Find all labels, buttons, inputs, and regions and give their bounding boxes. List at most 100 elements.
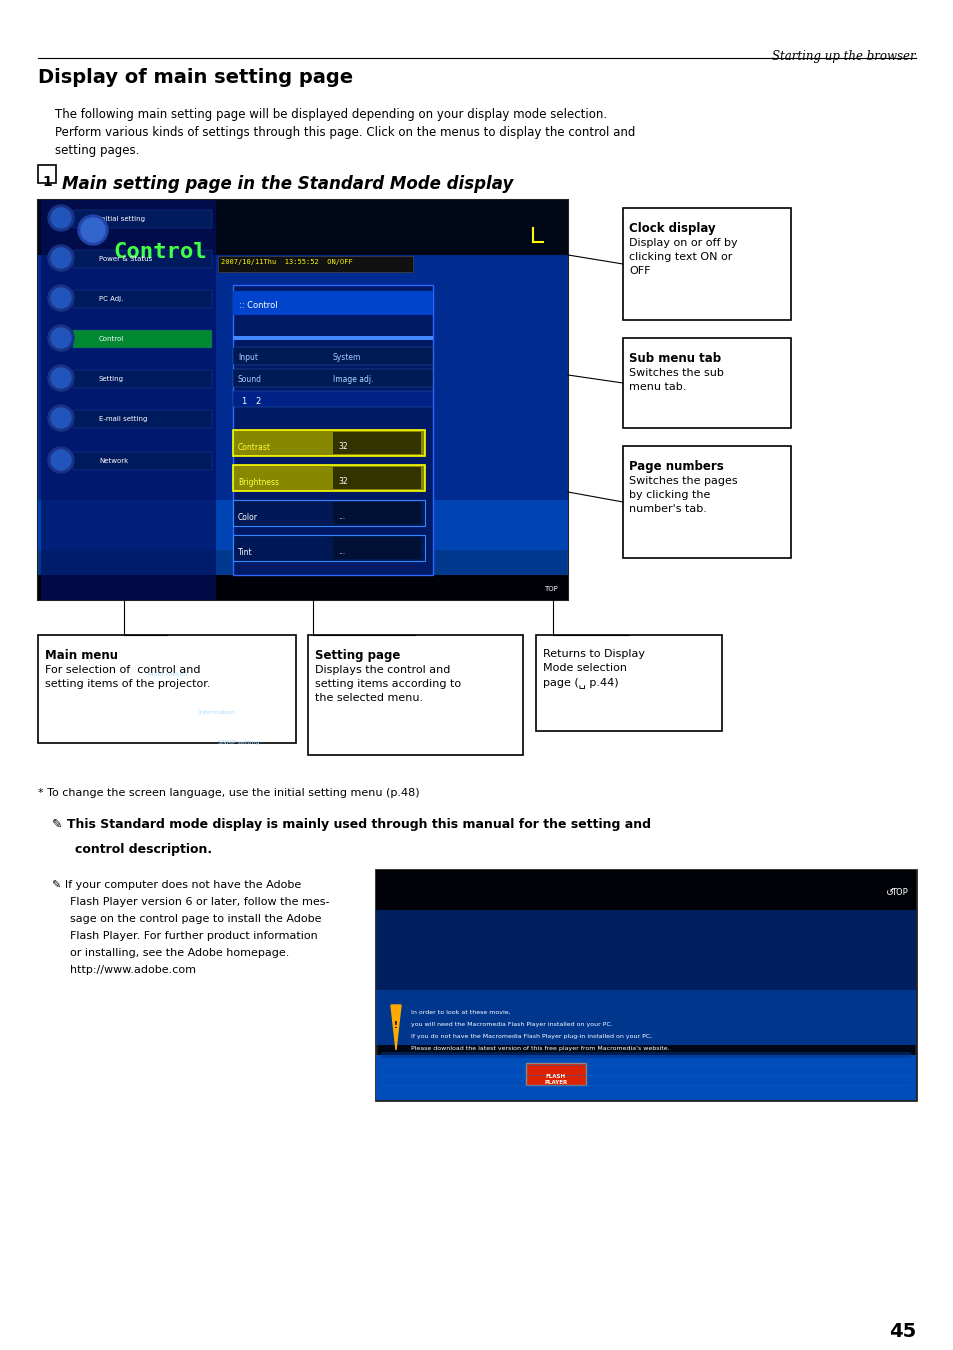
Circle shape [51, 248, 71, 269]
Text: Setting: Setting [99, 377, 124, 382]
Text: Display of main setting page: Display of main setting page [38, 68, 353, 86]
Bar [375, 990, 915, 1045]
Circle shape [48, 325, 74, 351]
Bar [218, 256, 413, 271]
Circle shape [81, 217, 105, 242]
Text: If you do not have the Macromedia Flash Player plug-in installed on your PC,: If you do not have the Macromedia Flash … [411, 1034, 652, 1040]
Circle shape [51, 208, 71, 228]
Text: 32: 32 [337, 477, 347, 486]
Text: E-mail setting: E-mail setting [99, 416, 147, 423]
Text: control description.: control description. [75, 842, 212, 856]
Bar [536, 634, 721, 730]
Bar [233, 369, 433, 387]
Bar [375, 869, 915, 1100]
Bar [233, 292, 433, 315]
Text: 45: 45 [888, 1322, 915, 1341]
Text: Page numbers: Page numbers [628, 460, 723, 472]
Circle shape [51, 288, 71, 308]
Text: Sub menu tab: Sub menu tab [628, 352, 720, 365]
Text: Setting page: Setting page [314, 649, 400, 662]
Circle shape [51, 450, 71, 470]
Text: 32: 32 [337, 441, 347, 451]
Text: Please download the latest version of this free player from Macromedia's website: Please download the latest version of th… [411, 1046, 669, 1052]
Text: Tint: Tint [237, 548, 253, 558]
Text: !: ! [394, 1021, 397, 1030]
Text: Information: Information [198, 710, 234, 716]
Text: * To change the screen language, use the initial setting menu (p.48): * To change the screen language, use the… [38, 788, 419, 798]
Circle shape [51, 408, 71, 428]
Circle shape [48, 244, 74, 271]
Bar [375, 910, 915, 990]
Bar [308, 634, 522, 755]
Bar [41, 200, 215, 599]
Bar [38, 200, 567, 255]
Circle shape [78, 215, 108, 244]
Circle shape [48, 205, 74, 231]
Text: Sound: Sound [237, 375, 262, 383]
Bar [233, 347, 433, 364]
Bar [333, 467, 420, 489]
Bar [38, 200, 567, 599]
Text: 2007/10/11Thu  13:55:52  ON/OFF: 2007/10/11Thu 13:55:52 ON/OFF [221, 259, 353, 265]
Text: ↺: ↺ [885, 888, 893, 898]
Bar [333, 502, 420, 524]
Bar [73, 370, 212, 387]
Text: The following main setting page will be displayed depending on your display mode: The following main setting page will be … [55, 108, 606, 122]
Text: FLASH
PLAYER: FLASH PLAYER [544, 1075, 567, 1085]
Text: 1: 1 [42, 176, 51, 189]
Bar [38, 634, 295, 743]
Text: Contrast: Contrast [237, 443, 271, 452]
Bar [233, 535, 424, 562]
Bar [233, 285, 433, 575]
Bar [73, 410, 212, 428]
Bar [38, 255, 567, 549]
Bar [622, 208, 790, 320]
Text: Clock display: Clock display [628, 221, 715, 235]
Text: PC Adj.: PC Adj. [99, 296, 123, 302]
Bar [622, 446, 790, 558]
Bar [333, 432, 420, 454]
Text: Color: Color [237, 513, 257, 522]
Bar [73, 290, 212, 308]
Circle shape [48, 405, 74, 431]
Text: Power & Status: Power & Status [99, 256, 152, 262]
Text: Initial setting: Initial setting [99, 216, 145, 221]
Text: 1: 1 [241, 397, 246, 406]
Bar [73, 329, 212, 348]
Bar [233, 336, 433, 340]
Text: TOP: TOP [890, 888, 907, 896]
Circle shape [48, 447, 74, 472]
Bar [333, 537, 420, 559]
Text: ✎ If your computer does not have the Adobe: ✎ If your computer does not have the Ado… [52, 880, 301, 890]
Text: Image adj.: Image adj. [333, 375, 374, 383]
Text: Control: Control [112, 242, 207, 262]
Text: Displays the control and
setting items according to
the selected menu.: Displays the control and setting items a… [314, 666, 460, 703]
Text: or installing, see the Adobe homepage.: or installing, see the Adobe homepage. [70, 948, 289, 958]
Text: For selection of  control and
setting items of the projector.: For selection of control and setting ite… [45, 666, 211, 688]
Bar [38, 165, 56, 184]
Text: Perform various kinds of settings through this page. Click on the menus to displ: Perform various kinds of settings throug… [55, 126, 635, 139]
Text: :: Control: :: Control [239, 301, 277, 310]
Text: ...: ... [337, 547, 345, 556]
Text: sage on the control page to install the Adobe: sage on the control page to install the … [70, 914, 321, 923]
Text: Input: Input [237, 352, 257, 362]
Text: SNMP setting: SNMP setting [218, 740, 259, 745]
Bar [233, 500, 424, 526]
Polygon shape [391, 1004, 400, 1050]
Bar [73, 211, 212, 228]
Text: ✎ This Standard mode display is mainly used through this manual for the setting : ✎ This Standard mode display is mainly u… [52, 818, 650, 832]
Text: 2: 2 [254, 397, 260, 406]
Text: In order to look at these movie,: In order to look at these movie, [411, 1010, 510, 1015]
Bar [73, 250, 212, 269]
Bar [233, 464, 424, 491]
Text: TOP: TOP [543, 586, 558, 593]
Text: Network: Network [99, 458, 128, 464]
Text: Main setting page in the Standard Mode display: Main setting page in the Standard Mode d… [62, 176, 513, 193]
Circle shape [51, 328, 71, 348]
Text: Flash Player version 6 or later, follow the mes-: Flash Player version 6 or later, follow … [70, 896, 329, 907]
Bar [233, 431, 424, 456]
Circle shape [51, 369, 71, 387]
Bar [525, 1062, 585, 1085]
Bar [233, 392, 433, 406]
Text: ...: ... [337, 512, 345, 521]
